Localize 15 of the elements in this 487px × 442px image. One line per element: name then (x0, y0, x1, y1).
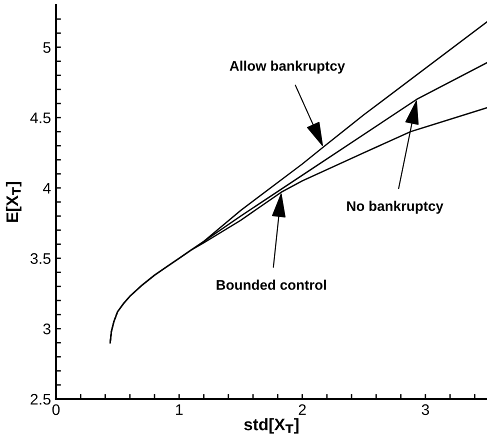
annotation: No bankruptcy (347, 200, 444, 214)
x-tick-label: 0 (52, 404, 60, 416)
y-tick-label: 5 (43, 42, 50, 53)
y-tick-label: 4.5 (30, 112, 50, 124)
y-axis-title: E[X$_{T}$] (6, 182, 22, 222)
annotation: Bounded control (216, 280, 326, 290)
y-tick-label: 3.5 (30, 253, 50, 264)
annotation: Allow bankruptcy (230, 60, 346, 74)
x-axis-title: std[X$_{T}$] (244, 418, 298, 434)
y-tick-label: 4 (42, 182, 51, 194)
x-tick-label: 1 (176, 404, 183, 415)
y-tick-label: 3 (43, 324, 50, 334)
y-tick-label: 2.5 (30, 394, 50, 405)
x-tick-label: 3 (422, 404, 430, 416)
x-tick-label: 2 (298, 404, 306, 415)
